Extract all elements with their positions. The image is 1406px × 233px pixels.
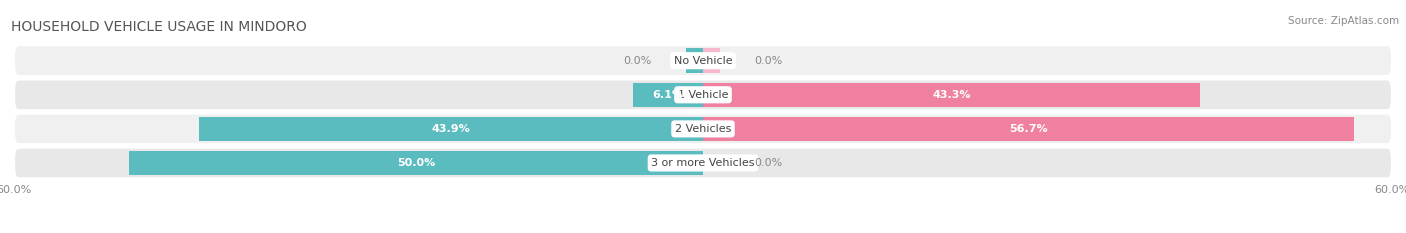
Bar	[633, 82, 703, 107]
Text: 0.0%: 0.0%	[755, 56, 783, 66]
Text: HOUSEHOLD VEHICLE USAGE IN MINDORO: HOUSEHOLD VEHICLE USAGE IN MINDORO	[11, 20, 307, 34]
Bar	[686, 48, 703, 73]
Text: 6.1%: 6.1%	[652, 90, 683, 100]
FancyBboxPatch shape	[14, 79, 1392, 110]
Text: Source: ZipAtlas.com: Source: ZipAtlas.com	[1288, 16, 1399, 26]
Text: 43.3%: 43.3%	[932, 90, 970, 100]
FancyBboxPatch shape	[14, 148, 1392, 178]
Bar	[129, 151, 703, 175]
Bar	[703, 48, 720, 73]
Bar	[198, 116, 703, 141]
Text: 56.7%: 56.7%	[1010, 124, 1047, 134]
Text: 3 or more Vehicles: 3 or more Vehicles	[651, 158, 755, 168]
Bar	[703, 116, 1354, 141]
Bar	[703, 82, 1201, 107]
Text: 2 Vehicles: 2 Vehicles	[675, 124, 731, 134]
Text: 0.0%: 0.0%	[755, 158, 783, 168]
FancyBboxPatch shape	[14, 45, 1392, 76]
Text: 43.9%: 43.9%	[432, 124, 471, 134]
Text: 50.0%: 50.0%	[396, 158, 434, 168]
Text: No Vehicle: No Vehicle	[673, 56, 733, 66]
Text: 0.0%: 0.0%	[623, 56, 651, 66]
FancyBboxPatch shape	[14, 113, 1392, 144]
Text: 1 Vehicle: 1 Vehicle	[678, 90, 728, 100]
